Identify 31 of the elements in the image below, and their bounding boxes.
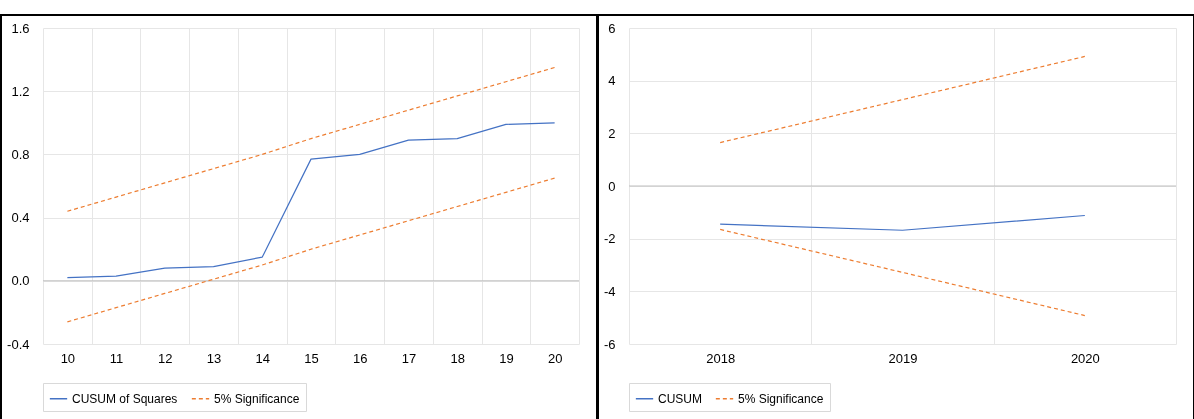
legend-label: CUSUM of Squares xyxy=(72,391,178,406)
y-tick-label: -0.4 xyxy=(7,336,30,352)
y-tick-label: 0.4 xyxy=(11,210,30,226)
y-tick-label: 1.2 xyxy=(11,83,30,99)
x-tick-label: 17 xyxy=(401,350,417,366)
x-tick-label: 13 xyxy=(206,350,222,366)
y-tick-label: 0 xyxy=(608,178,616,194)
x-tick-label: 20 xyxy=(547,350,563,366)
y-tick-label: 0.8 xyxy=(11,146,30,162)
x-tick-label: 2020 xyxy=(1070,350,1100,366)
y-tick-label: -4 xyxy=(603,283,616,299)
y-tick-label: 0.0 xyxy=(11,273,30,289)
x-tick-label: 2018 xyxy=(706,350,736,366)
x-tick-label: 12 xyxy=(158,350,173,366)
y-tick-label: -6 xyxy=(603,336,616,352)
x-tick-label: 10 xyxy=(60,350,76,366)
x-tick-label: 11 xyxy=(109,350,124,366)
x-tick-label: 18 xyxy=(450,350,465,366)
x-tick-label: 14 xyxy=(255,350,271,366)
x-tick-label: 16 xyxy=(352,350,368,366)
x-tick-label: 15 xyxy=(304,350,319,366)
x-tick-label: 2019 xyxy=(888,350,918,366)
y-tick-label: -2 xyxy=(603,231,616,247)
legend-label: CUSUM xyxy=(658,391,702,406)
legend-label: 5% Significance xyxy=(738,391,824,406)
y-tick-label: 4 xyxy=(608,73,616,89)
y-tick-label: 1.6 xyxy=(11,20,30,36)
y-tick-label: 2 xyxy=(608,125,616,141)
legend-label: 5% Significance xyxy=(214,391,300,406)
y-tick-label: 6 xyxy=(608,20,616,36)
x-tick-label: 19 xyxy=(499,350,514,366)
